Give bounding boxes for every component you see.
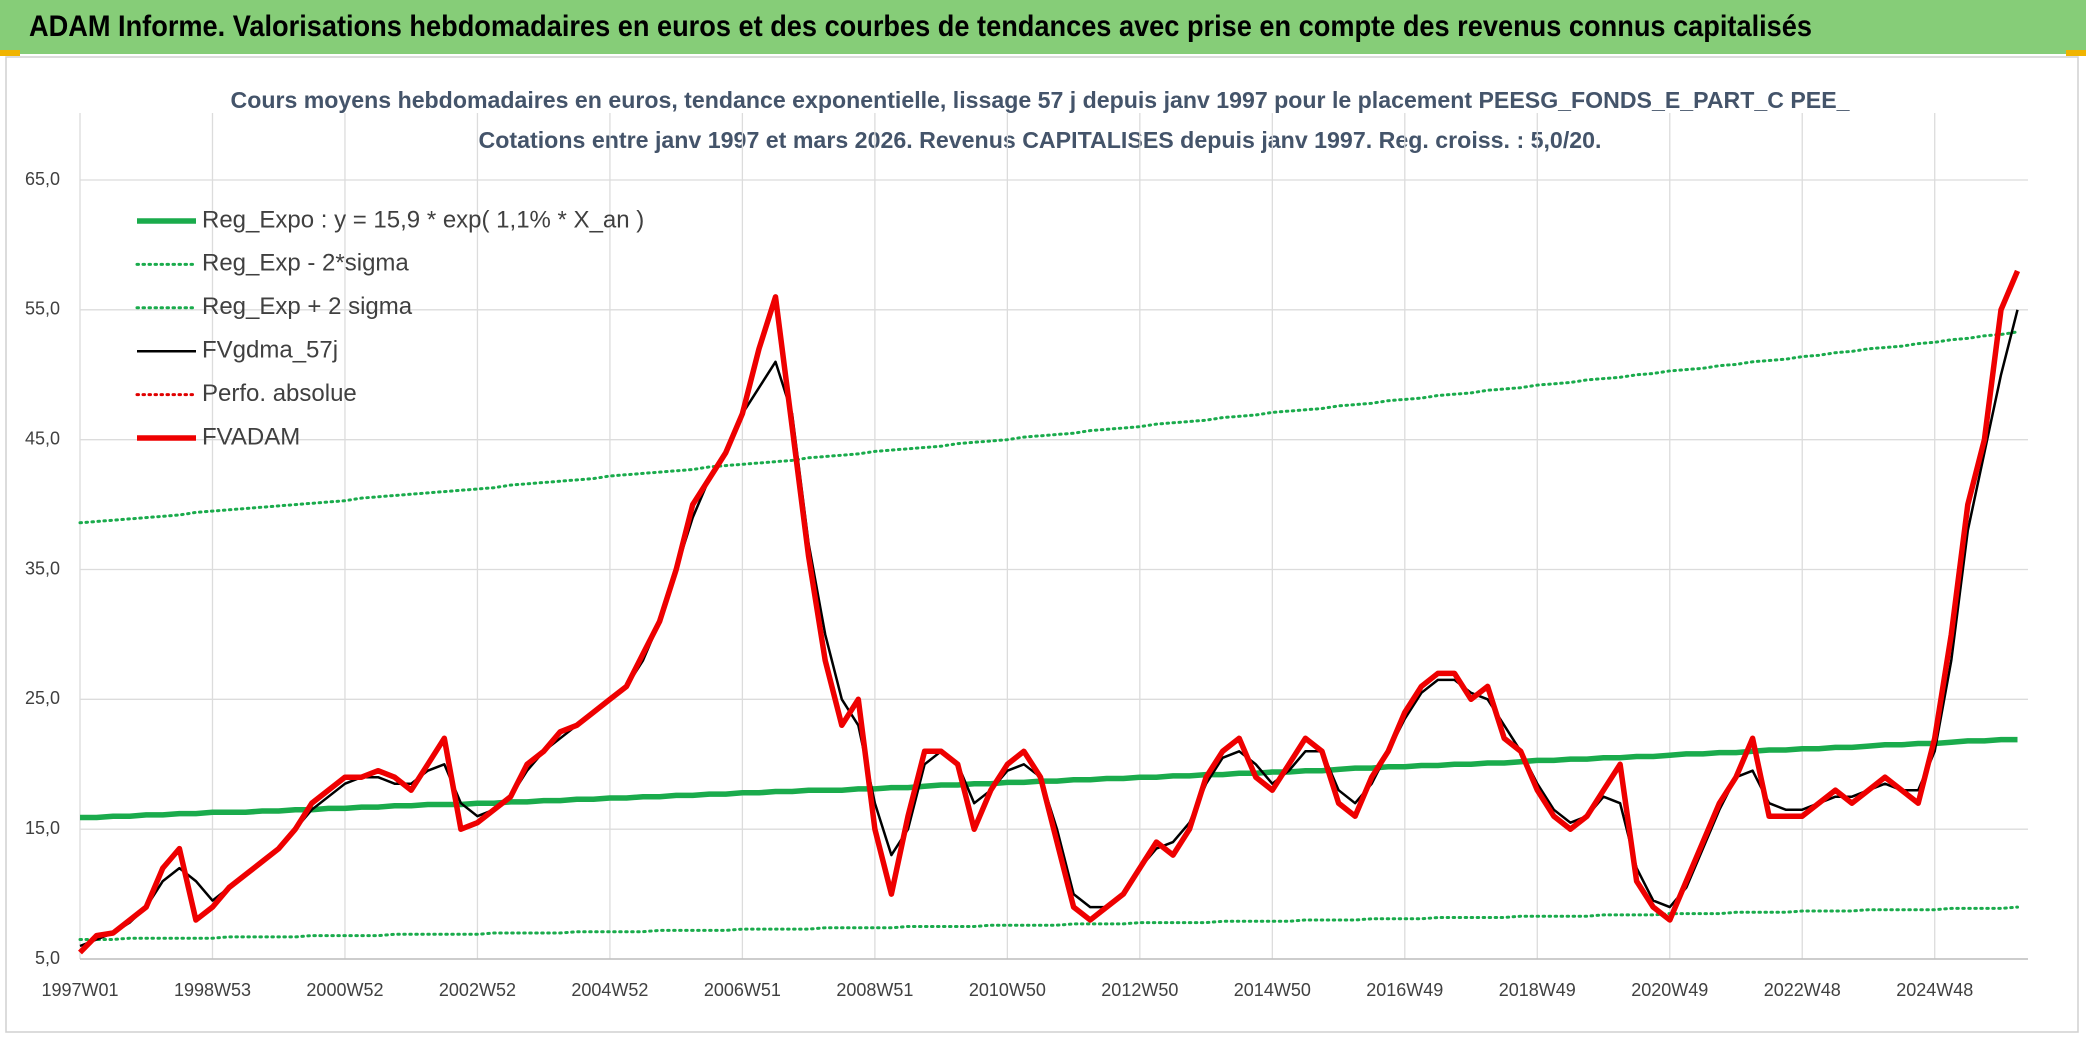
x-tick-label: 2002W52 [439,980,516,1000]
x-tick-label: 2022W48 [1764,980,1841,1000]
x-tick-label: 2012W50 [1101,980,1178,1000]
series-line [78,905,2019,941]
x-tick-label: 1998W53 [174,980,251,1000]
x-tick-label: 2024W48 [1896,980,1973,1000]
y-tick-label: 25,0 [25,688,60,708]
chart-subtitle: Cotations entre janv 1997 et mars 2026. … [479,127,1602,153]
x-tick-label: 2018W49 [1499,980,1576,1000]
legend-label: Reg_Exp - 2*sigma [202,250,409,277]
x-tick-label: 2006W51 [704,980,781,1000]
page-title: ADAM Informe. Valorisations hebdomadaire… [29,10,1812,43]
x-tick-label: 2008W51 [836,980,913,1000]
x-tick-label: 2020W49 [1631,980,1708,1000]
series-line [78,269,2021,955]
series-line [80,736,2018,821]
y-tick-label: 65,0 [25,169,60,189]
y-tick-label: 45,0 [25,428,60,448]
y-tick-label: 55,0 [25,299,60,319]
legend-label: Reg_Expo : y = 15,9 * exp( 1,1% * X_an ) [202,206,644,233]
x-tick-label: 2004W52 [571,980,648,1000]
x-tick-label: 2014W50 [1234,980,1311,1000]
chart-frame [5,56,2079,1033]
header-corner [0,50,20,56]
header-bar [0,0,2086,54]
legend-label: Reg_Exp + 2 sigma [202,293,413,320]
legend-label: FVADAM [202,423,300,450]
y-tick-label: 5,0 [35,948,60,968]
x-tick-label: 1997W01 [41,980,118,1000]
x-tick-label: 2016W49 [1366,980,1443,1000]
series-line [78,330,2019,525]
chart-title: Cours moyens hebdomadaires en euros, ten… [231,87,1850,113]
y-tick-label: 15,0 [25,818,60,838]
header-corner [2066,50,2086,56]
x-tick-label: 2000W52 [306,980,383,1000]
y-tick-label: 35,0 [25,558,60,578]
legend-label: FVgdma_57j [202,337,338,364]
x-tick-label: 2010W50 [969,980,1046,1000]
legend-label: Perfo. absolue [202,380,357,407]
